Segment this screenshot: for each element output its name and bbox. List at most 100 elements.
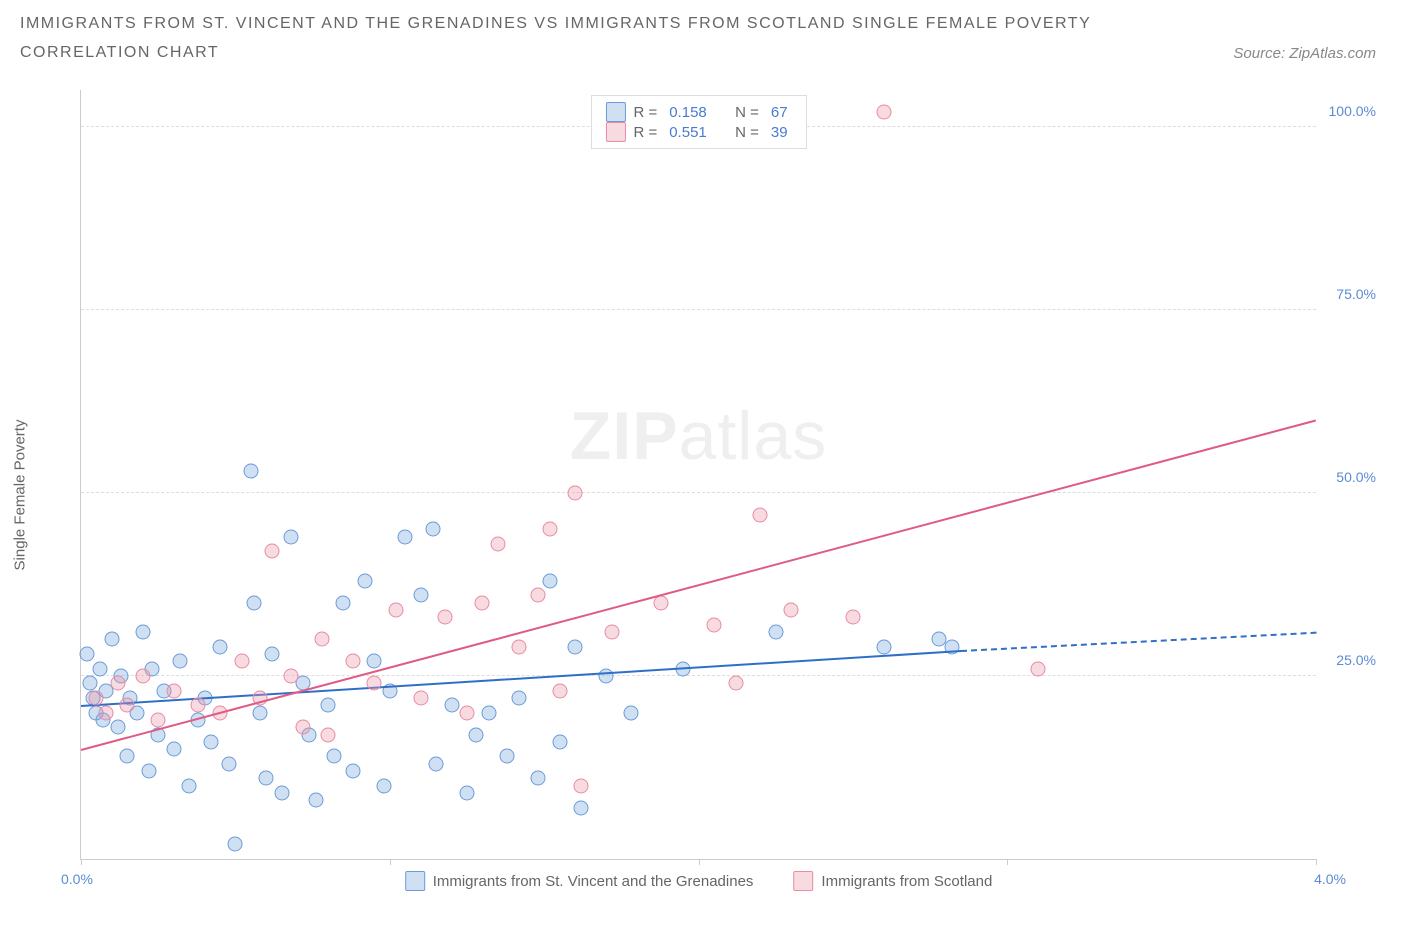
scatter-plot: ZIPatlas R =0.158 N =67R =0.551 N =39 Im… bbox=[80, 90, 1316, 860]
data-point bbox=[222, 756, 237, 771]
data-point bbox=[768, 624, 783, 639]
data-point bbox=[80, 646, 95, 661]
data-point bbox=[543, 573, 558, 588]
data-point bbox=[104, 632, 119, 647]
data-point bbox=[296, 720, 311, 735]
data-point bbox=[358, 573, 373, 588]
gridline bbox=[81, 675, 1316, 676]
data-point bbox=[376, 778, 391, 793]
data-point bbox=[784, 603, 799, 618]
trend-line bbox=[961, 632, 1316, 652]
data-point bbox=[253, 705, 268, 720]
data-point bbox=[166, 742, 181, 757]
data-point bbox=[413, 690, 428, 705]
data-point bbox=[135, 624, 150, 639]
x-min-label: 0.0% bbox=[61, 871, 93, 887]
data-point bbox=[429, 756, 444, 771]
chart-area: Single Female Poverty ZIPatlas R =0.158 … bbox=[50, 90, 1386, 900]
data-point bbox=[141, 764, 156, 779]
data-point bbox=[490, 537, 505, 552]
source-attribution: Source: ZipAtlas.com bbox=[1233, 45, 1376, 62]
trend-line bbox=[81, 420, 1317, 751]
data-point bbox=[336, 595, 351, 610]
y-tick-label: 75.0% bbox=[1336, 286, 1376, 302]
data-point bbox=[568, 639, 583, 654]
chart-title-line2: CORRELATION CHART bbox=[20, 39, 1386, 68]
legend-swatch bbox=[605, 122, 625, 142]
data-point bbox=[367, 676, 382, 691]
y-axis-label: Single Female Poverty bbox=[12, 420, 29, 571]
data-point bbox=[135, 668, 150, 683]
data-point bbox=[246, 595, 261, 610]
data-point bbox=[568, 485, 583, 500]
data-point bbox=[543, 522, 558, 537]
data-point bbox=[203, 734, 218, 749]
data-point bbox=[388, 603, 403, 618]
data-point bbox=[753, 507, 768, 522]
data-point bbox=[83, 676, 98, 691]
chart-title-line1: IMMIGRANTS FROM ST. VINCENT AND THE GREN… bbox=[20, 10, 1386, 39]
data-point bbox=[876, 639, 891, 654]
data-point bbox=[274, 786, 289, 801]
data-point bbox=[92, 661, 107, 676]
data-point bbox=[728, 676, 743, 691]
data-point bbox=[314, 632, 329, 647]
data-point bbox=[345, 654, 360, 669]
data-point bbox=[111, 676, 126, 691]
legend-swatch bbox=[793, 871, 813, 891]
series-legend: Immigrants from St. Vincent and the Gren… bbox=[405, 871, 993, 891]
y-tick-label: 50.0% bbox=[1336, 469, 1376, 485]
data-point bbox=[243, 463, 258, 478]
data-point bbox=[706, 617, 721, 632]
data-point bbox=[574, 778, 589, 793]
data-point bbox=[321, 727, 336, 742]
data-point bbox=[598, 668, 613, 683]
data-point bbox=[481, 705, 496, 720]
data-point bbox=[191, 698, 206, 713]
data-point bbox=[259, 771, 274, 786]
data-point bbox=[308, 793, 323, 808]
data-point bbox=[876, 104, 891, 119]
data-point bbox=[327, 749, 342, 764]
data-point bbox=[398, 529, 413, 544]
stats-legend: R =0.158 N =67R =0.551 N =39 bbox=[590, 95, 806, 149]
data-point bbox=[228, 837, 243, 852]
gridline bbox=[81, 492, 1316, 493]
legend-item: Immigrants from St. Vincent and the Gren… bbox=[405, 871, 754, 891]
data-point bbox=[459, 786, 474, 801]
data-point bbox=[120, 749, 135, 764]
data-point bbox=[444, 698, 459, 713]
data-point bbox=[605, 624, 620, 639]
data-point bbox=[512, 690, 527, 705]
data-point bbox=[265, 646, 280, 661]
data-point bbox=[1031, 661, 1046, 676]
data-point bbox=[151, 712, 166, 727]
x-tick bbox=[699, 859, 700, 865]
data-point bbox=[530, 588, 545, 603]
x-tick bbox=[1316, 859, 1317, 865]
data-point bbox=[552, 683, 567, 698]
data-point bbox=[425, 522, 440, 537]
data-point bbox=[500, 749, 515, 764]
data-point bbox=[182, 778, 197, 793]
data-point bbox=[111, 720, 126, 735]
legend-swatch bbox=[605, 102, 625, 122]
data-point bbox=[413, 588, 428, 603]
data-point bbox=[283, 668, 298, 683]
data-point bbox=[623, 705, 638, 720]
y-tick-label: 25.0% bbox=[1336, 652, 1376, 668]
x-tick bbox=[390, 859, 391, 865]
data-point bbox=[283, 529, 298, 544]
data-point bbox=[321, 698, 336, 713]
data-point bbox=[438, 610, 453, 625]
data-point bbox=[345, 764, 360, 779]
data-point bbox=[530, 771, 545, 786]
data-point bbox=[845, 610, 860, 625]
data-point bbox=[120, 698, 135, 713]
y-tick-label: 100.0% bbox=[1329, 103, 1376, 119]
data-point bbox=[469, 727, 484, 742]
data-point bbox=[574, 800, 589, 815]
watermark: ZIPatlas bbox=[570, 397, 827, 475]
legend-row: R =0.158 N =67 bbox=[605, 102, 791, 122]
data-point bbox=[265, 544, 280, 559]
